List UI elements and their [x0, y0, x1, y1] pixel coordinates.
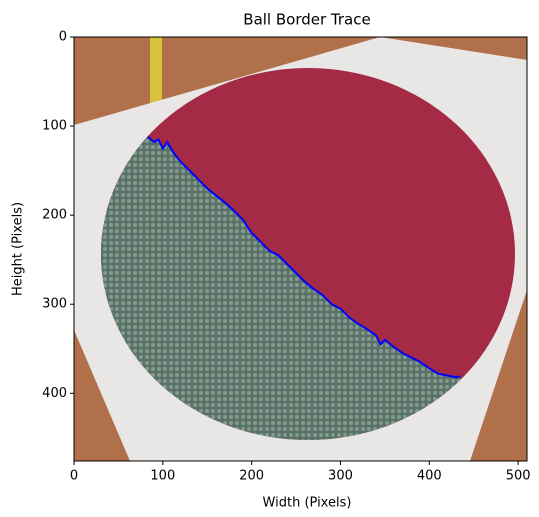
y-tick-label: 100 [42, 119, 67, 134]
x-tick-label: 400 [417, 469, 442, 484]
y-axis-label: Height (Pixels) [11, 202, 26, 296]
x-axis-label: Width (Pixels) [263, 496, 352, 511]
y-tick-label: 400 [42, 386, 67, 401]
chart: Ball Border Trace Width (Pixels) Height … [0, 0, 539, 513]
y-tick-label: 200 [42, 208, 67, 223]
y-tick-label: 0 [59, 30, 67, 45]
y-tick-label: 300 [42, 297, 67, 312]
chart-title: Ball Border Trace [243, 11, 370, 29]
x-tick-label: 100 [150, 469, 175, 484]
page: Ball Border Trace Width (Pixels) Height … [0, 0, 539, 517]
x-tick-label: 200 [239, 469, 264, 484]
x-tick-label: 300 [328, 469, 353, 484]
x-tick-label: 500 [506, 469, 531, 484]
photo [74, 37, 527, 461]
x-tick-label: 0 [70, 469, 78, 484]
